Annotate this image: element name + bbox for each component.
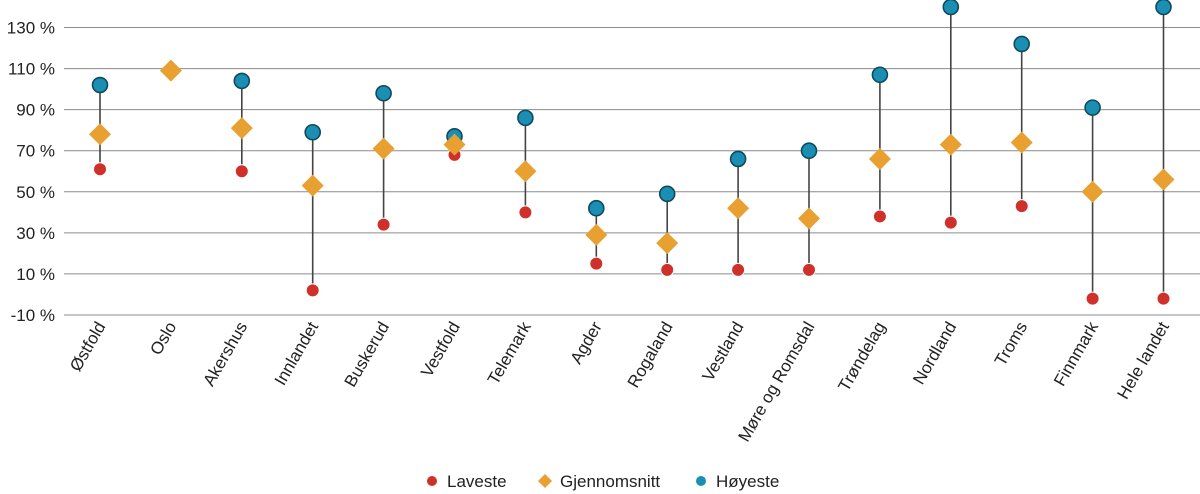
x-axis-label: Trøndelag [834, 319, 889, 395]
gjennomsnitt-diamond [939, 133, 962, 156]
legend-item: Laveste [427, 472, 507, 491]
hoyeste-dot [91, 76, 109, 94]
gjennomsnitt-diamond [1010, 131, 1033, 154]
legend-dot-icon [696, 476, 706, 486]
x-axis-label: Oslo [146, 319, 180, 359]
hoyeste-dot [942, 0, 960, 16]
x-axis-label: Buskerud [341, 319, 393, 391]
y-tick-label: 50 % [16, 183, 55, 202]
gjennomsnitt-diamond [727, 197, 750, 220]
laveste-dot [943, 215, 958, 230]
hoyeste-dot [375, 84, 392, 102]
gjennomsnitt-diamond [1081, 180, 1104, 203]
hoyeste-dot [1084, 99, 1101, 116]
hoyeste-dot [233, 72, 251, 90]
laveste-dot [660, 262, 675, 277]
x-axis-label: Agder [567, 318, 606, 367]
hoyeste-dot [1013, 35, 1031, 53]
gjennomsnitt-diamond [443, 133, 466, 156]
laveste-dot [872, 209, 887, 224]
hoyeste-dot [587, 199, 605, 217]
gjennomsnitt-diamond [301, 174, 324, 197]
laveste-dot [518, 205, 533, 220]
y-tick-label: 70 % [16, 142, 55, 161]
x-axis-label: Finnmark [1050, 318, 1102, 389]
gjennomsnitt-diamond [89, 123, 111, 146]
x-axis-label: Akershus [199, 319, 251, 390]
x-axis-label: Telemark [484, 318, 535, 388]
laveste-dot [1085, 291, 1100, 306]
x-axis-label: Innlandet [271, 318, 323, 388]
laveste-dot [589, 256, 604, 271]
hoyeste-dot [1155, 0, 1172, 16]
x-axis-label: Møre og Romsdal [734, 319, 818, 446]
legend-item: Høyeste [696, 472, 779, 491]
y-tick-label: 10 % [16, 265, 55, 284]
hoyeste-dot [729, 150, 747, 168]
laveste-dot [1014, 199, 1029, 214]
x-axis-label: Vestland [698, 319, 747, 385]
laveste-dot [93, 162, 107, 177]
gjennomsnitt-diamond [868, 147, 891, 170]
hoyeste-dot [517, 109, 534, 127]
y-tick-label: 30 % [16, 224, 55, 243]
gjennomsnitt-diamond [798, 207, 820, 230]
data-marks [89, 0, 1175, 306]
laveste-dot [731, 262, 746, 277]
x-axis-labels: Østfold Oslo Akershus Innlandet Buskerud Vest… [66, 318, 1173, 445]
gjennomsnitt-diamond [159, 59, 182, 82]
x-axis-label: Troms [991, 319, 1031, 370]
gjennomsnitt-diamond [514, 160, 537, 183]
laveste-dot [376, 217, 391, 232]
laveste-dot [234, 164, 249, 179]
y-tick-label: 130 % [7, 19, 55, 38]
x-axis-label: Vestfold [417, 319, 464, 381]
legend-item: Gjennomsnitt [538, 472, 660, 491]
y-tick-label: -10 % [11, 306, 55, 325]
legend: Laveste Gjennomsnitt Høyeste [427, 472, 779, 491]
legend-label: Gjennomsnitt [560, 472, 660, 491]
gjennomsnitt-diamond [372, 137, 395, 160]
legend-dot-icon [427, 476, 437, 486]
laveste-dot [802, 262, 816, 277]
gjennomsnitt-diamond [656, 232, 679, 255]
laveste-dot [1156, 291, 1171, 306]
hoyeste-dot [871, 66, 889, 84]
gjennomsnitt-diamond [585, 223, 608, 246]
gjennomsnitt-diamond [230, 117, 253, 140]
legend-label: Laveste [447, 472, 507, 491]
hoyeste-dot [800, 142, 818, 160]
legend-diamond-icon [538, 474, 552, 488]
y-tick-label: 90 % [16, 101, 55, 120]
gridlines [64, 27, 1200, 316]
x-axis-label: Østfold [66, 319, 109, 375]
hoyeste-dot [304, 123, 322, 141]
gjennomsnitt-diamond [1152, 168, 1175, 191]
range-connectors [99, 7, 1165, 299]
hoyeste-dot [658, 185, 676, 203]
x-axis-label: Rogaland [624, 319, 677, 392]
y-axis-ticks: -10 % 10 % 30 % 50 % 70 % 90 % 110 % 130 % [7, 19, 55, 325]
y-tick-label: 110 % [8, 60, 55, 79]
laveste-dot [305, 283, 320, 298]
legend-label: Høyeste [716, 472, 779, 491]
x-axis-label: Nordland [909, 319, 960, 388]
x-axis-label: Hele landet [1114, 318, 1174, 402]
